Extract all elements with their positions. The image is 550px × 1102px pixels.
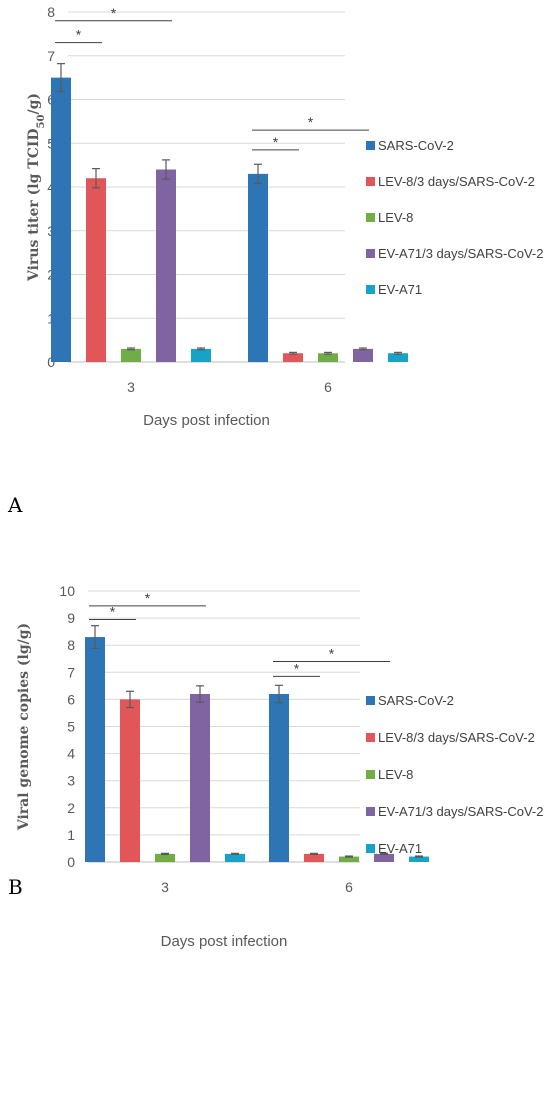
legend-swatch [366, 213, 375, 222]
legend-label: SARS-CoV-2 [378, 138, 454, 153]
significance-star: * [145, 590, 151, 606]
x-tick-label: 3 [127, 379, 135, 395]
y-tick-label: 6 [67, 691, 75, 707]
significance-star: * [110, 603, 116, 619]
y-tick-labels: 0 1 2 3 4 5 6 7 8 9 10 [59, 583, 75, 870]
significance-annotations: * * * * [89, 590, 390, 677]
bar [388, 353, 408, 362]
legend-label: LEV-8 [378, 210, 413, 225]
significance-star: * [76, 27, 82, 43]
legend-swatch [366, 807, 375, 816]
bar [156, 169, 176, 362]
bars [85, 625, 429, 862]
x-tick-label: 3 [161, 879, 169, 895]
bar [120, 699, 140, 862]
legend-label: EV-A71 [378, 841, 422, 856]
y-tick-label: 9 [67, 610, 75, 626]
legend-swatch [366, 177, 375, 186]
x-axis-label: Days post infection [161, 933, 288, 950]
legend-label: EV-A71 [378, 282, 422, 297]
y-tick-label: 7 [47, 48, 55, 64]
bar [353, 348, 373, 362]
y-tick-label: 8 [67, 637, 75, 653]
legend-label: SARS-CoV-2 [378, 693, 454, 708]
y-axis-label-main: Virus titer (lg TCID [26, 128, 42, 282]
legend-swatch [366, 844, 375, 853]
bar [155, 853, 175, 862]
significance-star: * [308, 114, 314, 130]
bar [269, 693, 289, 862]
significance-annotations: * * * * [55, 5, 369, 151]
bar [86, 178, 106, 362]
y-tick-label: 7 [67, 664, 75, 680]
gridlines [68, 11, 345, 363]
y-tick-label: 10 [59, 583, 75, 599]
legend-label: LEV-8/3 days/SARS-CoV-2 [378, 174, 535, 189]
significance-star: * [273, 134, 279, 150]
y-axis-label: Viral genome copies (lg/g) [16, 623, 32, 831]
legend-label: LEV-8/3 days/SARS-CoV-2 [378, 730, 535, 745]
legend-swatch [366, 770, 375, 779]
y-tick-label: 4 [67, 746, 75, 762]
bar [283, 353, 303, 362]
bar [248, 173, 268, 362]
legend: SARS-CoV-2 LEV-8/3 days/SARS-CoV-2 LEV-8 EV… [366, 138, 543, 297]
panel-label: B [8, 875, 23, 899]
legend: SARS-CoV-2 LEV-8/3 days/SARS-CoV-2 LEV-8 EV… [366, 693, 543, 856]
bar [225, 853, 245, 862]
legend-label: EV-A71/3 days/SARS-CoV-2 [378, 246, 543, 261]
bar [318, 353, 338, 362]
x-axis-label: Days post infection [143, 412, 270, 429]
y-axis-label-main: Viral genome copies (lg/g) [16, 623, 32, 831]
bar [191, 348, 211, 362]
bar [51, 77, 71, 362]
significance-star: * [329, 645, 335, 661]
significance-star: * [294, 660, 300, 676]
bar [121, 348, 141, 362]
legend-swatch [366, 696, 375, 705]
y-tick-label: 2 [67, 800, 75, 816]
y-tick-label: 3 [67, 773, 75, 789]
bar [374, 853, 394, 862]
y-tick-label: 8 [47, 4, 55, 20]
y-axis-label: Virus titer (lg TCID50/g) [26, 93, 47, 282]
legend-label: EV-A71/3 days/SARS-CoV-2 [378, 804, 543, 819]
chart-panel-a: 01234567836****Days post infectionVirus … [7, 4, 543, 517]
legend-swatch [366, 141, 375, 150]
panel-label: A [7, 493, 23, 517]
bar [304, 853, 324, 862]
legend-label: LEV-8 [378, 767, 413, 782]
y-axis-label-end: /g) [26, 93, 42, 115]
x-tick-label: 6 [345, 879, 353, 895]
bar [409, 856, 429, 862]
significance-star: * [111, 5, 117, 21]
bar [339, 856, 359, 862]
legend-swatch [366, 733, 375, 742]
y-tick-label: 1 [67, 827, 75, 843]
legend-swatch [366, 249, 375, 258]
bar [190, 693, 210, 862]
x-tick-label: 6 [324, 379, 332, 395]
legend-swatch [366, 285, 375, 294]
bar [85, 637, 105, 862]
y-axis-label-subscript: 50 [36, 115, 47, 129]
y-tick-label: 0 [67, 854, 75, 870]
y-tick-label: 5 [67, 719, 75, 735]
bars [51, 63, 408, 362]
